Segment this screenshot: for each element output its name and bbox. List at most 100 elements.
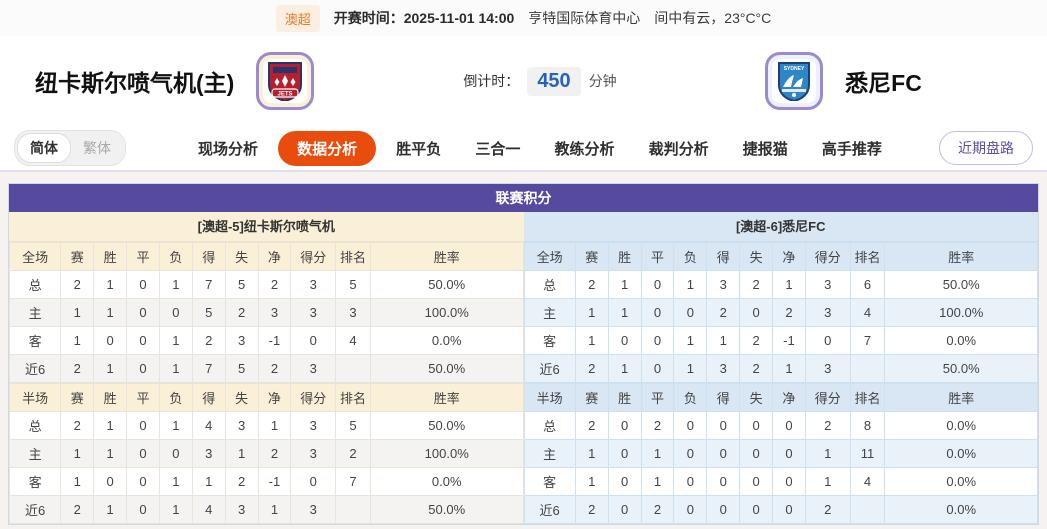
tab-6[interactable]: 捷报猫 <box>742 140 788 158</box>
stat-cell: 2 <box>257 270 292 299</box>
tab-7[interactable]: 高手推荐 <box>821 140 882 158</box>
column-header: 得 <box>706 383 741 412</box>
stat-cell: 1 <box>158 495 193 524</box>
stat-cell: 2 <box>574 495 609 524</box>
column-header: 赛 <box>60 242 95 271</box>
home-stats-section: [澳超-5]纽卡斯尔喷气机 全场赛胜平负得失净得分 排名 胜率总 2 1 0 1 7 5 2 3 5 50… <box>8 212 524 524</box>
stat-cell: 1 <box>574 298 609 327</box>
column-header: 失 <box>224 242 259 271</box>
away-full-stats-table: 全场赛胜平负得失净得分 排名 胜率总 2 1 0 1 3 2 1 3 6 50.0% 主 1 1 0 0 2 0 2 3 4… <box>523 242 1039 383</box>
column-header: 胜率 <box>369 383 524 412</box>
stat-cell: 0 <box>607 439 642 468</box>
stat-cell: 0 <box>126 270 160 299</box>
stat-cell: -1 <box>257 467 292 496</box>
stat-cell: 3 <box>224 326 259 355</box>
tab-0[interactable]: 现场分析 <box>198 140 259 158</box>
stat-cell: 1 <box>673 270 708 299</box>
stat-cell: 1 <box>673 326 708 355</box>
stat-cell: 2 <box>224 298 259 327</box>
stat-cell: 1 <box>257 495 292 524</box>
stat-cell: 0 <box>607 495 642 524</box>
stat-cell: 1 <box>574 326 609 355</box>
stat-cell: 1 <box>706 326 741 355</box>
lang-traditional[interactable]: 繁体 <box>83 140 111 156</box>
row-label: 客 <box>523 467 576 496</box>
row-label: 近6 <box>523 354 576 383</box>
stat-cell: 0 <box>93 326 128 355</box>
stat-cell: 0 <box>706 495 741 524</box>
stat-cell: -1 <box>772 326 806 355</box>
column-header: 胜 <box>93 242 128 271</box>
stat-cell: 0 <box>158 439 193 468</box>
stat-cell: 6 <box>849 270 886 299</box>
column-header: 失 <box>739 383 773 412</box>
lang-simplified[interactable]: 简体 <box>17 133 71 163</box>
stat-cell: 2 <box>739 270 773 299</box>
stat-cell: 3 <box>290 298 337 327</box>
kickoff-time: 开赛时间：2025-11-01 14:00 <box>333 10 515 26</box>
stat-cell: 1 <box>772 354 806 383</box>
column-header: 负 <box>673 242 708 271</box>
stat-cell: 1 <box>607 270 642 299</box>
stat-cell: 0.0% <box>884 495 1038 524</box>
stat-cell: 1 <box>60 326 95 355</box>
column-header: 胜率 <box>884 383 1038 412</box>
row-label: 近6 <box>8 354 62 383</box>
tab-1[interactable]: 数据分析 <box>278 130 377 166</box>
row-label: 总 <box>523 270 576 299</box>
row-label: 总 <box>8 411 62 440</box>
stat-cell: 0.0% <box>369 326 524 355</box>
away-full-row-total: 总 2 1 0 1 3 2 1 3 6 50.0% <box>523 270 1038 299</box>
stat-cell <box>849 354 886 383</box>
column-header: 净 <box>257 242 292 271</box>
stat-cell: 0.0% <box>369 467 524 496</box>
stat-cell: 0 <box>607 326 642 355</box>
column-header: 胜率 <box>884 242 1038 271</box>
column-header: 排名 <box>335 242 371 271</box>
stat-cell: 3 <box>804 298 851 327</box>
away-half-row-recent: 近6 2 0 2 0 0 0 0 2 0.0% <box>523 495 1038 524</box>
home-team-logo: JETS <box>256 52 315 110</box>
stat-cell: 0 <box>739 467 773 496</box>
tab-2[interactable]: 胜平负 <box>396 140 442 158</box>
column-header: 排名 <box>849 383 886 412</box>
home-team-name: 纽卡斯尔喷气机(主) <box>35 70 235 96</box>
stat-cell: 50.0% <box>369 411 524 440</box>
stat-cell: 3 <box>706 270 741 299</box>
language-toggle[interactable]: 简体 繁体 <box>14 130 126 166</box>
stat-cell: 7 <box>849 326 886 355</box>
stat-cell: 50.0% <box>369 495 524 524</box>
column-header: 平 <box>126 383 160 412</box>
column-header: 负 <box>158 242 193 271</box>
stat-cell: 0 <box>126 439 160 468</box>
column-header: 失 <box>224 383 259 412</box>
svg-text:SYDNEY: SYDNEY <box>784 66 805 72</box>
stat-cell: 1 <box>158 354 193 383</box>
stat-cell: 5 <box>224 270 259 299</box>
column-header: 平 <box>640 383 675 412</box>
stat-cell: 0 <box>706 467 741 496</box>
stat-cell: 0 <box>93 467 128 496</box>
stat-cell: 1 <box>607 298 642 327</box>
stat-cell: 2 <box>60 411 95 440</box>
column-header: 胜 <box>93 383 128 412</box>
stat-cell: 1 <box>93 495 128 524</box>
stat-cell: 100.0% <box>369 298 524 327</box>
stat-cell: 2 <box>191 326 226 355</box>
stat-cell: 11 <box>849 439 886 468</box>
stat-cell: 0.0% <box>884 326 1038 355</box>
stat-cell: 50.0% <box>884 354 1038 383</box>
recent-trends-button[interactable]: 近期盘路 <box>939 131 1033 165</box>
tab-4[interactable]: 教练分析 <box>554 140 615 158</box>
stat-cell: 5 <box>335 270 371 299</box>
stat-cell: 0 <box>772 495 806 524</box>
away-full-row-recent: 近6 2 1 0 1 3 2 1 3 50.0% <box>523 354 1038 383</box>
stat-cell: 3 <box>290 354 337 383</box>
stat-cell: 2 <box>804 495 851 524</box>
stat-cell: 2 <box>804 411 851 440</box>
league-points-panel: 联赛积分 [澳超-5]纽卡斯尔喷气机 全场赛胜平负得失净得分 排名 胜率总 2 1 0 1 7 5… <box>8 183 1039 525</box>
stat-cell: 3 <box>290 270 337 299</box>
content-area: 联赛积分 [澳超-5]纽卡斯尔喷气机 全场赛胜平负得失净得分 排名 胜率总 2 1 0 1 7 5… <box>0 172 1047 525</box>
tab-5[interactable]: 裁判分析 <box>648 140 709 158</box>
tab-3[interactable]: 三合一 <box>475 140 521 158</box>
